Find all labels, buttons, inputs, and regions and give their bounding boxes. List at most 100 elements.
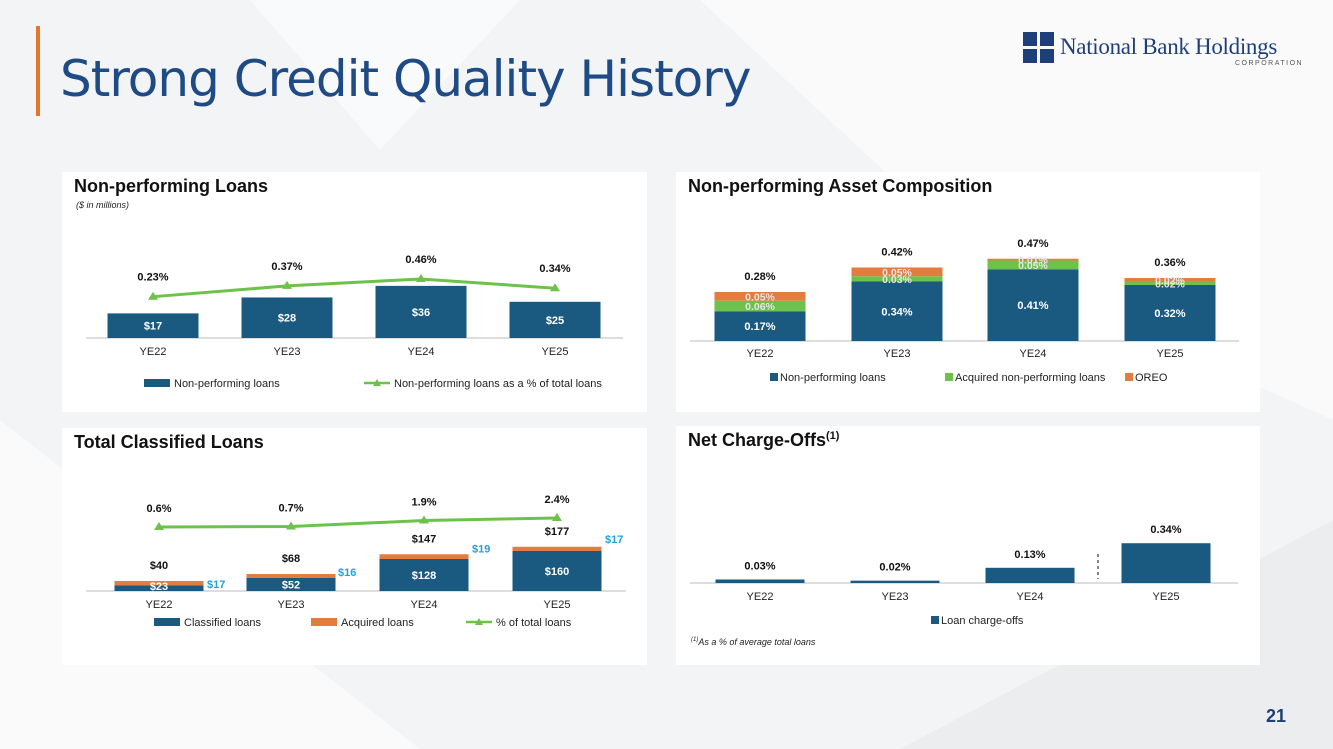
bar-acquired-loans bbox=[114, 581, 204, 586]
logo-mark-icon bbox=[1023, 32, 1054, 63]
stack-total-label: $147 bbox=[412, 533, 436, 545]
panel-subtitle: ($ in millions) bbox=[76, 200, 130, 210]
x-tick-label: YE24 bbox=[1017, 591, 1044, 603]
company-logo: National Bank Holdings CORPORATION bbox=[1023, 32, 1302, 72]
legend-label: Non-performing loans as a % of total loa… bbox=[394, 378, 602, 390]
acquired-value-label: $17 bbox=[605, 534, 623, 546]
logo-name: National Bank Holdings bbox=[1060, 34, 1277, 59]
stacked-bar-segment bbox=[714, 300, 806, 312]
bar-classified-loans bbox=[379, 559, 469, 591]
bar-loan-charge-offs bbox=[985, 567, 1075, 583]
stacked-bar-segment bbox=[987, 269, 1079, 341]
legend-swatch bbox=[770, 373, 778, 381]
series-line-npl-percent bbox=[152, 277, 556, 299]
x-tick-label: YE22 bbox=[747, 591, 774, 603]
stacked-bar-segment bbox=[851, 276, 943, 282]
stack-total-label: 0.47% bbox=[1017, 238, 1048, 250]
x-tick-label: YE22 bbox=[146, 599, 173, 611]
x-tick-label: YE24 bbox=[411, 599, 438, 611]
x-tick-label: YE22 bbox=[747, 348, 774, 360]
bar-value-label: 0.34% bbox=[1150, 524, 1181, 536]
legend-label: Acquired non-performing loans bbox=[955, 372, 1106, 384]
x-tick-label: YE23 bbox=[882, 591, 909, 603]
bar-acquired-loans bbox=[246, 574, 336, 578]
footnote-text: As a % of average total loans bbox=[698, 637, 816, 647]
stacked-bar-segment bbox=[987, 258, 1079, 261]
bar-acquired-loans bbox=[379, 554, 469, 559]
acquired-value-label: $17 bbox=[207, 579, 225, 591]
stacked-bar-segment bbox=[714, 311, 806, 341]
segment-value-label: 0.41% bbox=[1017, 300, 1048, 312]
x-tick-label: YE24 bbox=[408, 346, 435, 358]
tcl-chart: $23 $40 $17 YE22 $52 $68 $16 YE23 $128 $147 $19 YE2… bbox=[86, 494, 626, 629]
x-tick-label: YE25 bbox=[544, 599, 571, 611]
title-accent-bar bbox=[36, 26, 40, 116]
legend-swatch bbox=[311, 618, 337, 626]
segment-value-label: 0.34% bbox=[881, 306, 912, 318]
bar-value-label: $52 bbox=[282, 580, 300, 592]
panel-non-performing-loans: Non-performing Loans ($ in millions) $17… bbox=[62, 172, 647, 412]
npa-chart: 0.17%0.06%0.05%0.28%YE220.34%0.03%0.05%0… bbox=[690, 238, 1239, 384]
bar-value-label: 0.02% bbox=[879, 562, 910, 574]
stack-total-label: $68 bbox=[282, 553, 300, 565]
page-number: 21 bbox=[1266, 706, 1287, 726]
stacked-bar-segment bbox=[987, 260, 1079, 270]
stack-total-label: $40 bbox=[150, 560, 168, 572]
bar-value-label: $23 bbox=[150, 581, 168, 593]
bar-loan-charge-offs bbox=[850, 580, 940, 583]
x-tick-label: YE23 bbox=[274, 346, 301, 358]
bar-non-performing-loans bbox=[375, 285, 467, 338]
line-marker bbox=[286, 521, 296, 530]
stack-total-label: $177 bbox=[545, 526, 569, 538]
segment-value-label: 0.03% bbox=[882, 274, 912, 286]
x-tick-label: YE22 bbox=[140, 346, 167, 358]
bar-value-label: 0.03% bbox=[744, 560, 775, 572]
bar-value-label: $160 bbox=[545, 566, 569, 578]
legend-swatch bbox=[144, 379, 170, 387]
panel-title-footnote-marker: (1) bbox=[826, 430, 840, 442]
panel-title: Non-performing Loans bbox=[74, 176, 268, 196]
stacked-bar-segment bbox=[1124, 281, 1216, 285]
line-value-label: 0.23% bbox=[137, 272, 168, 284]
line-value-label: 2.4% bbox=[544, 494, 569, 506]
stacked-bar-segment bbox=[851, 267, 943, 277]
segment-value-label: 0.05% bbox=[1018, 260, 1048, 272]
segment-value-label: 0.17% bbox=[744, 321, 775, 333]
stacked-bar-segment bbox=[1124, 278, 1216, 282]
panel-title-text: Net Charge-Offs bbox=[688, 430, 827, 450]
line-marker bbox=[419, 515, 429, 524]
bar-loan-charge-offs bbox=[1121, 543, 1211, 583]
bar-non-performing-loans bbox=[107, 313, 199, 338]
line-value-label: 0.37% bbox=[271, 261, 302, 273]
page-title: Strong Credit Quality History bbox=[60, 50, 751, 108]
line-value-label: 1.9% bbox=[411, 497, 436, 509]
panel-npa-composition: Non-performing Asset Composition 0.17% 0.… bbox=[676, 172, 1260, 412]
line-value-label: 0.6% bbox=[146, 503, 171, 515]
bar-value-label: $17 bbox=[144, 321, 162, 333]
legend-label: % of total loans bbox=[496, 617, 572, 629]
stacked-bar-segment bbox=[714, 292, 806, 301]
line-marker bbox=[282, 280, 292, 289]
segment-value-label: 0.32% bbox=[1154, 308, 1185, 320]
acquired-value-label: $16 bbox=[338, 567, 356, 579]
x-tick-label: YE25 bbox=[542, 346, 569, 358]
line-value-label: 0.34% bbox=[539, 263, 570, 275]
legend-swatch bbox=[154, 618, 180, 626]
line-marker bbox=[154, 522, 164, 530]
legend-marker-swatch bbox=[475, 618, 483, 625]
footnote-marker: (1) bbox=[691, 637, 699, 643]
line-value-label: 0.7% bbox=[278, 503, 303, 515]
line-marker bbox=[416, 273, 426, 282]
segment-value-label: 0.05% bbox=[745, 291, 775, 303]
legend-label: Loan charge-offs bbox=[941, 615, 1024, 627]
bar-value-label: $28 bbox=[278, 313, 296, 325]
legend-label: Non-performing loans bbox=[780, 372, 886, 384]
segment-value-label: 0.01% bbox=[1018, 255, 1048, 267]
line-marker bbox=[148, 291, 158, 300]
legend-swatch bbox=[1125, 373, 1133, 381]
legend-marker-swatch bbox=[373, 379, 381, 386]
panel-net-charge-offs: Net Charge-Offs(1) 0.03% YE22 0.02% YE23 0.1… bbox=[676, 426, 1260, 665]
panel-title: Net Charge-Offs(1) bbox=[688, 430, 839, 451]
stack-total-label: 0.28% bbox=[744, 271, 775, 283]
line-value-label: 0.46% bbox=[405, 254, 436, 266]
